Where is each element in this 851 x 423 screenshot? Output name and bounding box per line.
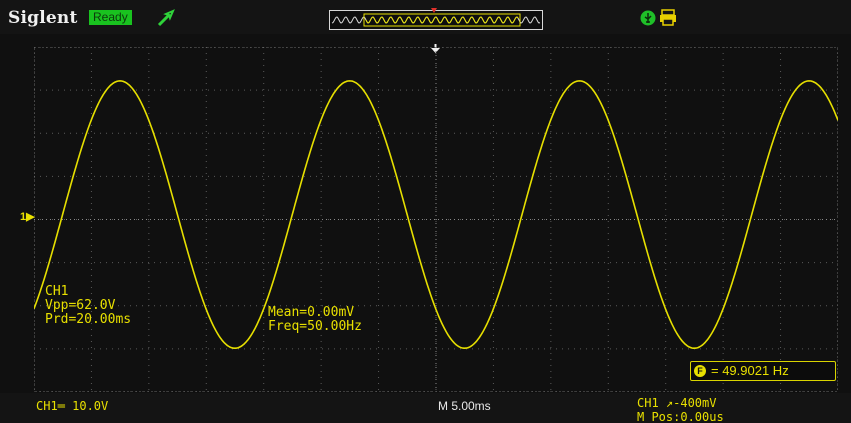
trigger-info: CH1 ↗-400mV (637, 396, 717, 410)
measurement-vpp: Vpp=62.0V (45, 298, 116, 313)
bottom-status-bar: CH1═ 10.0V M 5.00ms CH1 ↗-400mV M Pos:0.… (0, 393, 851, 423)
usb-icon (640, 10, 656, 30)
graticule (34, 47, 838, 392)
trigger-time-marker (430, 38, 441, 57)
measurement-period: Prd=20.00ms (45, 312, 132, 327)
status-badge: Ready (89, 10, 132, 25)
channel-scale: CH1═ 10.0V (36, 399, 109, 413)
frequency-counter: F = 49.9021 Hz (690, 361, 836, 381)
ch1-waveform-trace (34, 80, 838, 349)
green-arrow-icon (157, 9, 175, 31)
measurement-channel: CH1 (45, 284, 69, 299)
measurement-block-right: Mean=0.00mV Freq=50.00Hz (268, 306, 362, 334)
measurement-mean: Mean=0.00mV (268, 305, 355, 320)
timebase: M 5.00ms (438, 399, 491, 413)
ch1-level-marker: 1▶ (20, 211, 35, 223)
measurement-block-left: CH1 Vpp=62.0V Prd=20.00ms (45, 285, 131, 327)
top-status-bar: Siglent Ready (0, 0, 851, 34)
measurement-frequency: Freq=50.00Hz (268, 319, 362, 334)
printer-icon (659, 9, 677, 31)
horizontal-position: M Pos:0.00us (637, 410, 724, 423)
trigger-position-marker (431, 8, 437, 13)
waveform-overview-bar (329, 10, 543, 30)
brand-logo: Siglent (8, 8, 78, 28)
counter-value: = 49.9021 Hz (711, 363, 789, 378)
counter-icon: F (694, 365, 706, 377)
